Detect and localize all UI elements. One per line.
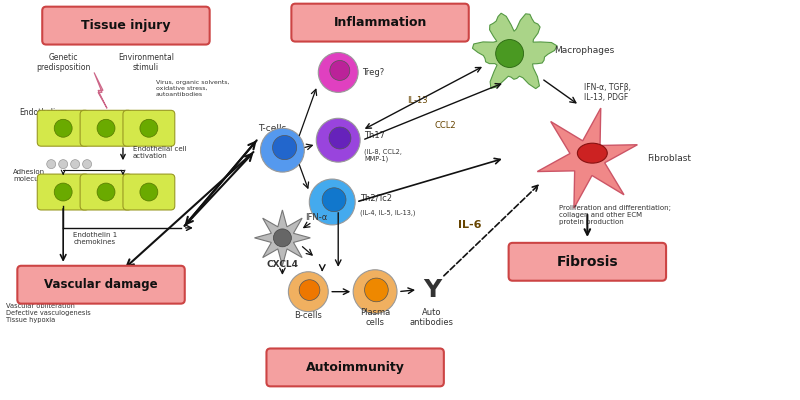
Circle shape	[288, 272, 328, 312]
FancyBboxPatch shape	[42, 7, 210, 44]
Text: Virus, organic solvents,
oxidative stress,
autoantibodies: Virus, organic solvents, oxidative stres…	[156, 80, 230, 97]
Text: IL-6: IL-6	[458, 220, 482, 230]
FancyBboxPatch shape	[18, 266, 185, 304]
FancyBboxPatch shape	[80, 174, 132, 210]
Text: Plasma
cells: Plasma cells	[360, 308, 390, 327]
Polygon shape	[538, 108, 638, 208]
FancyBboxPatch shape	[509, 243, 666, 281]
FancyBboxPatch shape	[291, 4, 469, 42]
Text: Fibrosis: Fibrosis	[557, 255, 618, 269]
Text: Y: Y	[422, 278, 441, 302]
Circle shape	[261, 128, 304, 172]
Polygon shape	[94, 72, 107, 108]
Circle shape	[58, 160, 68, 169]
FancyBboxPatch shape	[123, 174, 174, 210]
Text: Fibroblast: Fibroblast	[647, 154, 691, 163]
Text: (IL-4, IL-5, IL-13,): (IL-4, IL-5, IL-13,)	[360, 210, 416, 216]
FancyBboxPatch shape	[266, 348, 444, 386]
FancyBboxPatch shape	[38, 174, 89, 210]
Circle shape	[97, 119, 115, 137]
Text: (IL-8, CCL2,
MMP-1): (IL-8, CCL2, MMP-1)	[364, 148, 402, 162]
Circle shape	[353, 270, 397, 314]
Circle shape	[316, 118, 360, 162]
Circle shape	[496, 40, 523, 68]
Text: Th2/Tc2: Th2/Tc2	[360, 194, 392, 202]
Circle shape	[70, 160, 80, 169]
Text: Inflammation: Inflammation	[334, 16, 426, 29]
Circle shape	[322, 188, 346, 212]
Polygon shape	[473, 13, 558, 89]
Circle shape	[54, 119, 72, 137]
Circle shape	[82, 160, 91, 169]
Text: CXCL4: CXCL4	[266, 260, 298, 269]
Circle shape	[329, 127, 351, 149]
Circle shape	[365, 278, 388, 302]
Text: Adhesion
molecules: Adhesion molecules	[14, 168, 49, 182]
FancyBboxPatch shape	[38, 110, 89, 146]
Circle shape	[318, 52, 358, 92]
Text: Auto
antibodies: Auto antibodies	[410, 308, 454, 327]
Text: Autoimmunity: Autoimmunity	[306, 361, 405, 374]
Text: Macrophages: Macrophages	[554, 46, 614, 55]
Text: Th17: Th17	[364, 131, 385, 140]
Circle shape	[310, 179, 355, 225]
Circle shape	[299, 280, 320, 300]
Text: IL-13: IL-13	[408, 96, 428, 105]
Circle shape	[274, 229, 291, 247]
Text: IFN-α: IFN-α	[306, 214, 327, 222]
Circle shape	[330, 60, 350, 80]
Text: Endothelium: Endothelium	[19, 108, 68, 117]
Polygon shape	[254, 210, 310, 266]
Circle shape	[140, 183, 158, 201]
Circle shape	[46, 160, 56, 169]
Text: T-cells: T-cells	[258, 124, 286, 133]
Ellipse shape	[578, 143, 607, 163]
FancyBboxPatch shape	[123, 110, 174, 146]
Circle shape	[273, 136, 297, 160]
Text: Vascular obliteration
Defective vasculogenesis
Tissue hypoxia: Vascular obliteration Defective vasculog…	[6, 303, 91, 323]
Text: Endothelin 1
chemokines: Endothelin 1 chemokines	[73, 232, 118, 245]
Text: Proliferation and differentiation;
collagen and other ECM
protein production: Proliferation and differentiation; colla…	[559, 205, 671, 225]
Text: Tissue injury: Tissue injury	[82, 19, 170, 32]
Text: Environmental
stimuli: Environmental stimuli	[118, 52, 174, 72]
Text: IFN-α, TGFβ,
IL-13, PDGF: IFN-α, TGFβ, IL-13, PDGF	[584, 83, 631, 102]
Text: Vascular damage: Vascular damage	[44, 278, 158, 291]
Circle shape	[140, 119, 158, 137]
FancyBboxPatch shape	[80, 110, 132, 146]
Text: B-cells: B-cells	[294, 311, 322, 320]
Text: Genetic
predisposition: Genetic predisposition	[36, 52, 90, 72]
Text: Endothelial cell
activation: Endothelial cell activation	[133, 146, 186, 159]
Circle shape	[97, 183, 115, 201]
Circle shape	[54, 183, 72, 201]
Text: CCL2: CCL2	[434, 121, 456, 130]
Text: Treg?: Treg?	[362, 68, 384, 77]
